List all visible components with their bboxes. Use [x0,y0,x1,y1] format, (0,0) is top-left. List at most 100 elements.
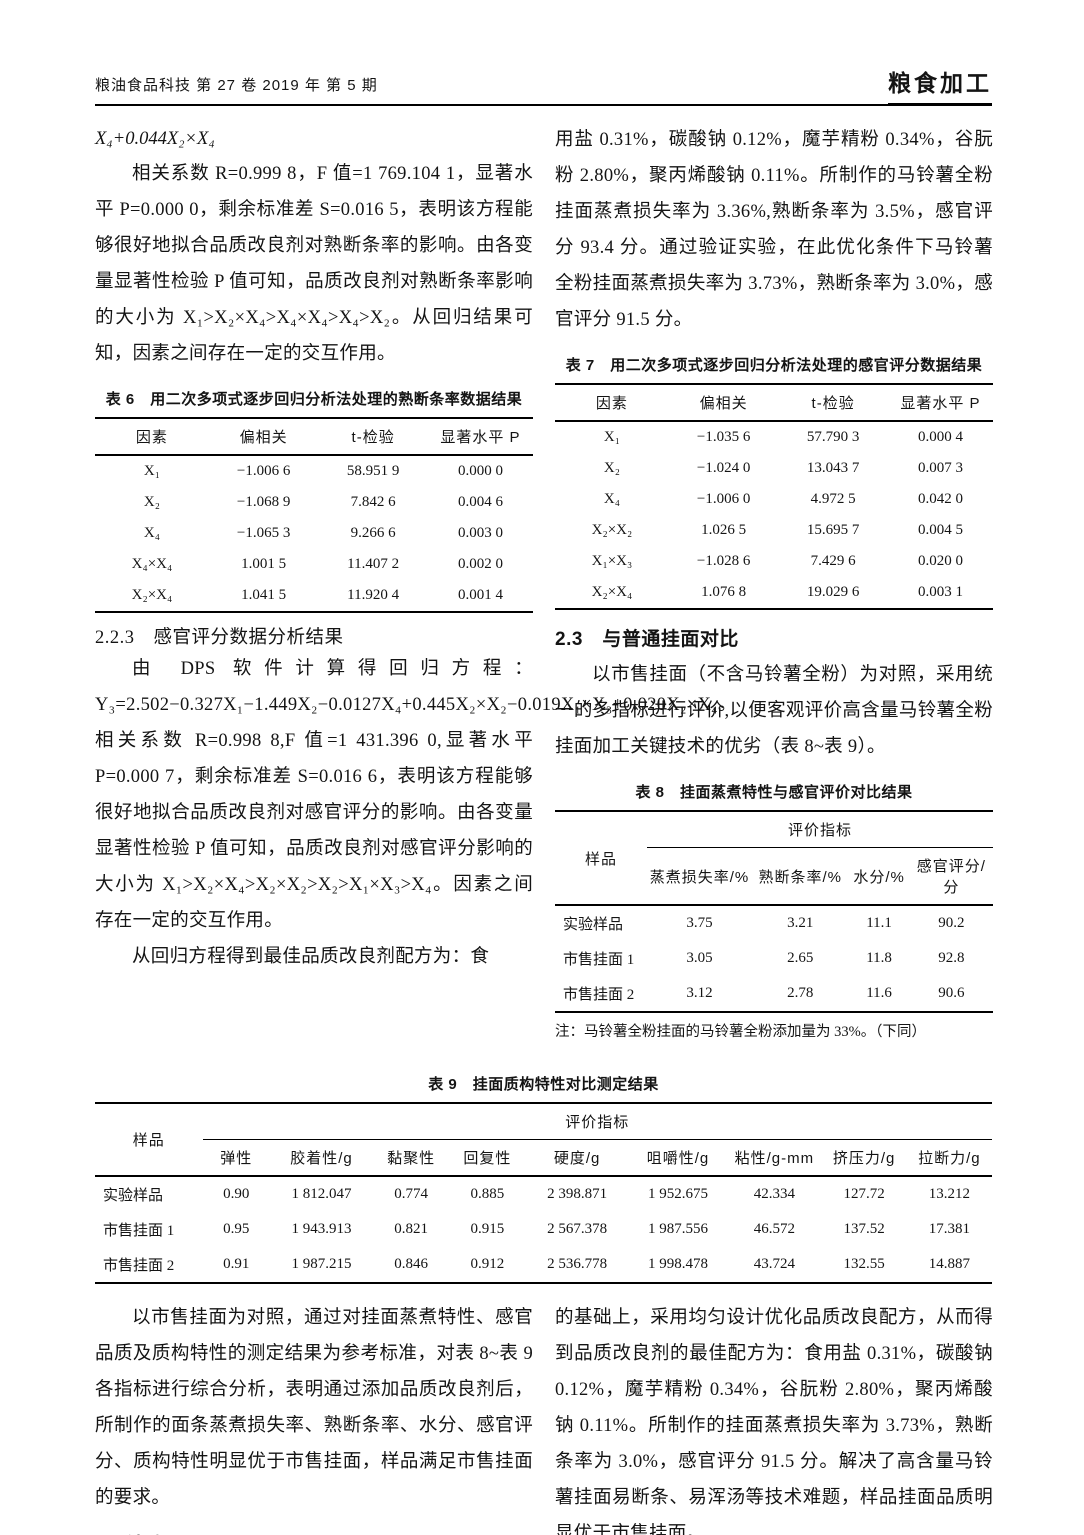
table-cell: 0.912 [470,1256,505,1272]
header-rule [95,104,992,106]
table-row: X₁ −1.006 6 58.951 9 0.000 0 [95,455,533,487]
table-cell: X₁ [603,429,620,445]
column-header: 熟断条率/% [752,847,849,906]
table-cell: X₂ [603,460,620,476]
column-header: 偏相关 [208,418,319,456]
table-cell: 2.65 [787,950,814,966]
table-cell: −1.006 6 [236,463,291,479]
table-row: X₄ −1.006 0 4.972 5 0.042 0 [555,484,993,515]
table-cell: 1 987.556 [647,1221,708,1237]
table-cell: 0.042 0 [917,491,963,507]
column-header: 黏聚性 [373,1139,450,1177]
table-row: 市售挂面 1 3.05 2.65 11.8 92.8 [555,941,993,976]
column-header: 咀嚼性/g [628,1139,728,1177]
table-subheader-row: 蒸煮损失率/% 熟断条率/% 水分/% 感官评分/分 [555,847,993,906]
section-heading-3: 3 结论 [95,1530,533,1535]
table-cell: 0.000 0 [457,463,503,479]
column-header: 显著水平 P [427,418,533,456]
paragraph-dps-regression: 由 DPS 软件计算得回归方程：Y₃=2.502−0.327X₁−1.449X₂… [95,659,737,931]
table9: 样品 评价指标 弹性 胶着性/g 黏聚性 回复性 硬度/g 咀嚼性/g 粘性/g… [95,1102,992,1284]
paragraph-comparison-summary: 以市售挂面为对照，通过对挂面蒸煮特性、感官品质及质构特性的测定结果为参考标准，对… [95,1308,533,1508]
table-cell: 3.21 [787,915,814,931]
table-cell: 7.842 6 [350,494,396,510]
paragraph-compare-intro: 以市售挂面（不含马铃薯全粉）为对照，采用统一的多指标进行评价,以便客观评价高含量… [555,665,993,757]
table-cell: 市售挂面 1 [563,952,635,968]
table-header-row: 因素 偏相关 t-检验 显著水平 P [95,418,533,456]
table-row: X₁×X₃ −1.028 6 7.429 6 0.020 0 [555,546,993,577]
table-cell: 7.429 6 [810,553,856,569]
table8-note: 注：马铃薯全粉挂面的马铃薯全粉添加量为 33%。（下同） [555,1024,926,1040]
column-header: 粘性/g-mm [727,1139,822,1177]
table-cell: 92.8 [938,950,965,966]
table-cell: −1.028 6 [696,553,751,569]
table-cell: 13.043 7 [806,460,860,476]
section-heading-2-3: 2.3 与普通挂面对比 [555,629,739,650]
table-cell: 0.002 0 [457,556,503,572]
table-cell: 0.885 [470,1186,505,1202]
paragraph-regression-fit: 相关系数 R=0.999 8，F 值=1 769.104 1，显著水平 P=0.… [95,164,533,364]
table-cell: 实验样品 [103,1188,164,1204]
table-cell: 9.266 6 [350,525,396,541]
column-header: 偏相关 [668,384,779,422]
table-row: X₂ −1.024 0 13.043 7 0.007 3 [555,453,993,484]
table-row: X₂×X₄ 1.041 5 11.920 4 0.001 4 [95,580,533,612]
column-header: 感官评分/分 [909,847,993,906]
table-cell: 1 943.913 [291,1221,352,1237]
column-header: 样品 [555,811,647,906]
table-cell: 0.001 4 [457,587,503,603]
journal-info: 粮油食品科技 第 27 卷 2019 年 第 5 期 [95,77,378,94]
table-cell: 0.007 3 [917,460,963,476]
table-cell: 132.55 [843,1256,885,1272]
table6-title: 表 6 用二次多项式逐步回归分析法处理的熟断条率数据结果 [105,391,523,408]
table-row: 市售挂面 2 3.12 2.78 11.6 90.6 [555,976,993,1012]
table-cell: 58.951 9 [346,463,400,479]
column-header: 因素 [95,418,209,456]
table-cell: 市售挂面 2 [563,987,635,1003]
table7-title: 表 7 用二次多项式逐步回归分析法处理的感官评分数据结果 [565,357,983,374]
table-cell: 43.724 [753,1256,795,1272]
table-cell: 14.887 [928,1256,970,1272]
table8-title: 表 8 挂面蒸煮特性与感官评价对比结果 [635,784,913,801]
table-row: X₂×X₂ 1.026 5 15.695 7 0.004 5 [555,515,993,546]
table-cell: X₂×X₄ [131,587,173,603]
table-cell: 15.695 7 [806,522,860,538]
table6: 因素 偏相关 t-检验 显著水平 P X₁ −1.006 6 58.951 9 0.0… [95,417,533,613]
table-cell: 1 812.047 [291,1186,352,1202]
table-cell: 1.041 5 [241,587,287,603]
table-cell: 42.334 [753,1186,795,1202]
table-cell: 1 952.675 [647,1186,708,1202]
column-header: t-检验 [318,418,428,456]
table-cell: 3.05 [686,950,713,966]
table-cell: X₄ [603,491,620,507]
column-header: 弹性 [202,1139,270,1177]
column-header: 蒸煮损失率/% [646,847,753,906]
table-cell: 1 987.215 [291,1256,352,1272]
table-cell: 13.212 [928,1186,970,1202]
top-columns: X₄+0.044X₂×X₄ 相关系数 R=0.999 8，F 值=1 769.1… [95,122,993,1043]
table-cell: 0.003 0 [457,525,503,541]
group-header: 评价指标 [646,811,993,848]
table-row: X₁ −1.035 6 57.790 3 0.000 4 [555,421,993,453]
table-cell: 2.78 [787,985,814,1001]
table-cell: 4.972 5 [810,491,856,507]
table-cell: 2 398.871 [547,1186,608,1202]
page-header: 粮油食品科技 第 27 卷 2019 年 第 5 期 粮食加工 [95,64,992,106]
table-cell: 2 536.778 [547,1256,608,1272]
table-row: 实验样品 0.90 1 812.047 0.774 0.885 2 398.871 1 95… [95,1176,992,1212]
paragraph-basis: 的基础上，采用均匀设计优化品质改良配方，从而得到品质改良剂的最佳配方为：食用盐 … [555,1308,993,1535]
column-header: 样品 [95,1103,203,1177]
table-cell: X₁×X₃ [591,553,633,569]
column-header: 硬度/g [525,1139,629,1177]
table-row: X₄×X₄ 1.001 5 11.407 2 0.002 0 [95,549,533,580]
table-cell: 市售挂面 1 [103,1223,175,1239]
table-cell: 1.076 8 [701,584,747,600]
table-cell: 0.915 [470,1221,505,1237]
table-cell: X₄×X₄ [131,556,173,572]
paragraph-salt-result: 用盐 0.31%，碳酸钠 0.12%，魔芋精粉 0.34%，谷朊粉 2.80%，… [555,130,993,330]
table9-title: 表 9 挂面质构特性对比测定结果 [428,1076,659,1093]
table-cell: 1.001 5 [241,556,287,572]
table8: 样品 评价指标 蒸煮损失率/% 熟断条率/% 水分/% 感官评分/分 实验样品 3… [555,810,993,1013]
table-cell: 0.003 1 [917,584,963,600]
table-cell: −1.035 6 [696,429,751,445]
